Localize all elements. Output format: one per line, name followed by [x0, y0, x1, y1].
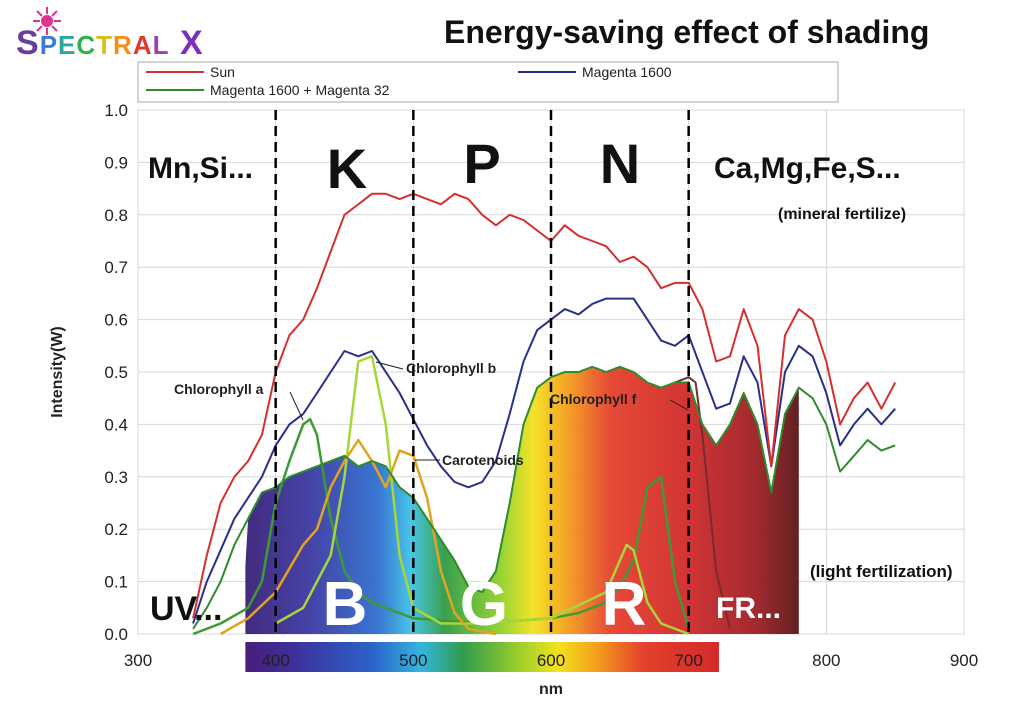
- band-label: G: [460, 570, 508, 639]
- legend-box: [137, 61, 839, 103]
- pigment-label: Chlorophyll b: [406, 360, 496, 376]
- pigment-pointer: [375, 361, 404, 370]
- mineral-note: (mineral fertilize): [778, 206, 906, 223]
- x-tick-label: 600: [537, 651, 565, 670]
- y-tick-label: 0.1: [104, 573, 128, 592]
- series-chlorophyll-b: [275, 355, 690, 636]
- band-label: R: [602, 570, 647, 639]
- nutrient-zone-label: K: [327, 137, 367, 200]
- logo-letter: P: [39, 30, 59, 60]
- pigment-label: Chlorophyll a: [174, 381, 264, 397]
- logo-letter: S: [16, 24, 40, 62]
- logo-letter: E: [58, 30, 77, 60]
- y-tick-label: 0.5: [104, 363, 128, 382]
- y-tick-label: 0.0: [104, 625, 128, 644]
- spectrum-area: [245, 366, 799, 634]
- legend-label: Magenta 1600 + Magenta 32: [210, 82, 390, 98]
- logo-letter: C: [76, 30, 97, 60]
- x-tick-label: 400: [261, 651, 289, 670]
- y-tick-label: 0.9: [104, 153, 128, 172]
- nutrient-zone-label: P: [463, 132, 500, 195]
- series-magenta-1600-magenta-32: [192, 365, 896, 630]
- x-tick-label: 700: [674, 651, 702, 670]
- x-tick-label: 300: [124, 651, 152, 670]
- spectrum-bar: [245, 642, 719, 672]
- logo: SPECTRAL X: [16, 24, 204, 63]
- band-label: UV...: [150, 590, 222, 628]
- y-tick-label: 0.2: [104, 520, 128, 539]
- pigment-label: Chlorophyll f: [550, 391, 637, 407]
- y-tick-label: 0.7: [104, 258, 128, 277]
- legend-label: Sun: [210, 64, 235, 80]
- y-tick-label: 0.3: [104, 468, 128, 487]
- series-sun: [192, 192, 897, 619]
- pigment-pointer: [289, 391, 304, 421]
- y-axis-label: Intensity(W): [49, 326, 66, 418]
- nutrient-zone-label: N: [600, 132, 640, 195]
- x-tick-label: 900: [950, 651, 978, 670]
- x-tick-label: 800: [812, 651, 840, 670]
- logo-letter: R: [113, 30, 133, 60]
- x-axis-label: nm: [539, 681, 563, 698]
- y-tick-label: 0.8: [104, 206, 128, 225]
- y-tick-label: 0.4: [104, 415, 128, 434]
- light-note: (light fertilization): [810, 562, 953, 581]
- logo-letter: T: [96, 30, 114, 60]
- sun-icon: [33, 7, 61, 35]
- pigment-pointer: [669, 399, 689, 411]
- logo-letter: X: [179, 24, 204, 62]
- legend-label: Magenta 1600: [582, 64, 672, 80]
- pigment-label: Carotenoids: [442, 452, 524, 468]
- y-tick-label: 1.0: [104, 101, 128, 120]
- logo-letter: A: [132, 30, 153, 60]
- series-chlorophyll-f: [674, 376, 731, 630]
- band-label: FR...: [716, 592, 781, 625]
- series-magenta-1600: [192, 297, 896, 624]
- nutrient-zone-label: Mn,Si...: [148, 152, 253, 185]
- band-label: B: [323, 570, 368, 639]
- x-tick-label: 500: [399, 651, 427, 670]
- nutrient-zone-label: Ca,Mg,Fe,S...: [714, 152, 901, 185]
- y-tick-label: 0.6: [104, 311, 128, 330]
- logo-letter: L: [152, 30, 170, 60]
- chart-title: Energy-saving effect of shading: [444, 14, 930, 50]
